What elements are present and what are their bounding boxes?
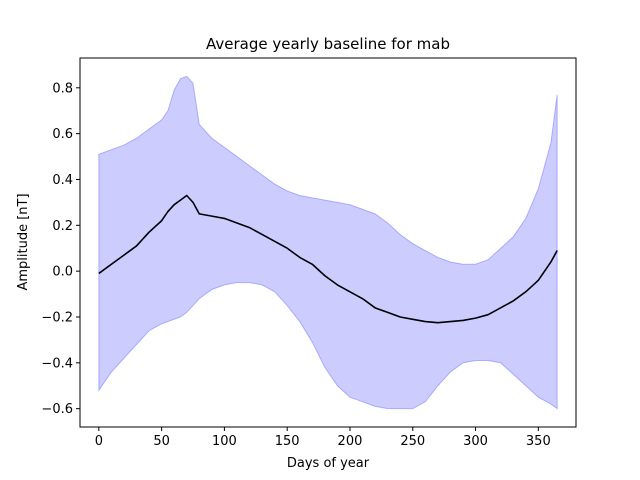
series-line-mean [98, 194, 558, 324]
x-tick-label: 250 [400, 434, 425, 449]
y-axis-label: Amplitude [nT] [16, 193, 31, 290]
plot-area [98, 75, 558, 410]
x-tick-label: 0 [95, 434, 103, 449]
y-tick-label: 0.8 [52, 81, 73, 96]
y-tick-label: −0.2 [41, 310, 73, 325]
y-tick-label: 0.4 [52, 173, 73, 188]
x-axis-label: Days of year [287, 456, 370, 471]
y-tick-label: 0.2 [52, 219, 73, 234]
y-tick-label: −0.4 [41, 356, 73, 371]
x-tick-label: 200 [338, 434, 363, 449]
x-tick-label: 150 [275, 434, 300, 449]
x-tick-label: 350 [526, 434, 551, 449]
chart-title: Average yearly baseline for mab [206, 35, 450, 53]
axes-frame [79, 57, 577, 428]
x-tick-label: 300 [463, 434, 488, 449]
axes: 0 50 100 150 200 250 300 350 −0.6 −0.4 −0.2 0.0 0.2 0… [41, 57, 577, 449]
y-tick-label: −0.6 [41, 402, 73, 417]
band-area [98, 75, 558, 410]
y-tick-label: 0.0 [52, 265, 73, 280]
x-tick-label: 50 [153, 434, 170, 449]
x-tick-label: 100 [212, 434, 237, 449]
y-tick-label: 0.6 [52, 127, 73, 142]
